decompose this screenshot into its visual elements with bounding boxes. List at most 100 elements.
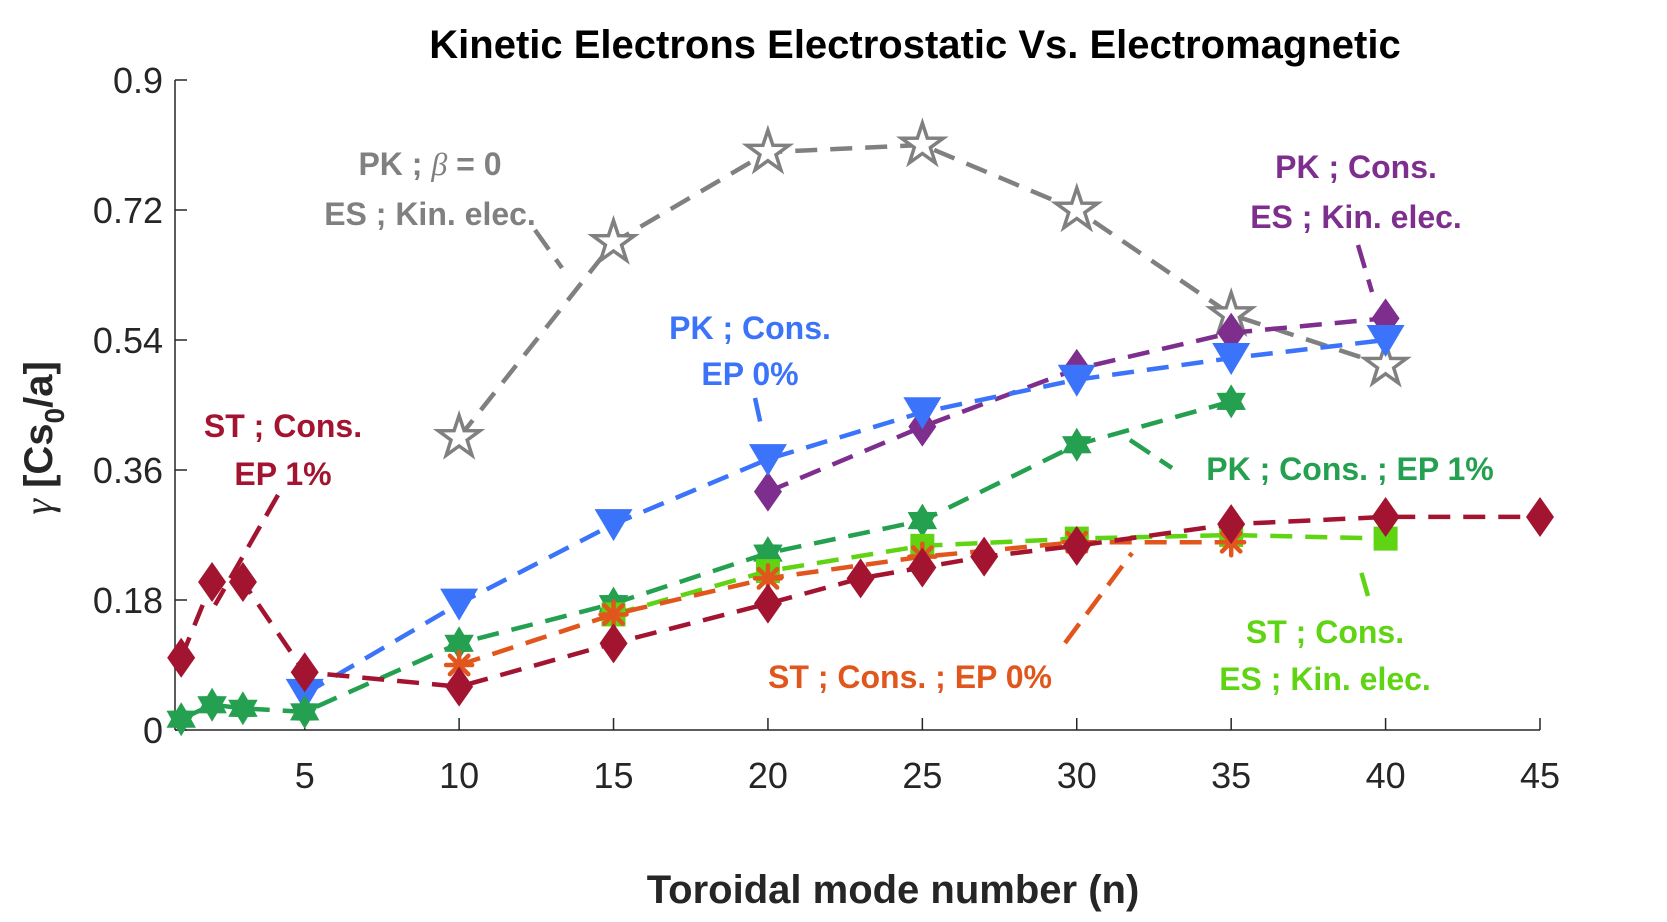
data-point: [1216, 384, 1246, 419]
x-tick-label: 15: [594, 755, 634, 796]
annotation-text: PK ; Cons.: [1275, 149, 1437, 185]
annotation-4: PK ; Cons. ; EP 1%: [1128, 438, 1494, 487]
data-point: [228, 561, 257, 602]
series-line: [457, 142, 1387, 439]
annotations: PK ; β = 0 ES ; Kin. elec. PK ; Cons. ES ; …: [204, 146, 1494, 697]
data-point: [167, 637, 196, 678]
data-point: [587, 214, 640, 265]
x-tick-label: 30: [1057, 755, 1097, 796]
x-tick-label: 45: [1520, 755, 1560, 796]
data-point: [444, 626, 474, 661]
annotation-leader: [1355, 244, 1375, 293]
data-point: [594, 509, 633, 542]
annotation-text: ST ; Cons. ; EP 0%: [768, 659, 1052, 695]
x-tick-label: 25: [902, 755, 942, 796]
x-tick-label: 20: [748, 755, 788, 796]
x-axis-label: Toroidal mode number (n): [647, 868, 1140, 912]
y-axis-label-main: [Cs: [17, 423, 61, 499]
data-point: [1359, 337, 1412, 388]
asterisk-stroke: [447, 653, 471, 677]
annotation-leader: [752, 397, 765, 431]
data-point: [1062, 427, 1092, 462]
data-point: [748, 444, 787, 477]
axes: 5 10 15 20 25 30 35 40 45 0 0.18 0.36 0.54 0.72 0.9: [93, 60, 1560, 796]
annotation-leader: [1357, 567, 1371, 597]
data-point: [166, 702, 196, 737]
data-point: [432, 409, 486, 460]
annotation-text: EP 0%: [701, 356, 798, 392]
data-point: [908, 547, 937, 588]
y-tick-label: 0.18: [93, 580, 163, 621]
data-point: [1050, 182, 1104, 233]
data-point: [1212, 343, 1251, 376]
annotation-leader: [1063, 551, 1134, 645]
annotation-leader: [533, 228, 564, 270]
data-point: [1526, 496, 1554, 537]
data-point: [197, 687, 227, 722]
data-point: [903, 397, 942, 430]
series-line: [180, 399, 1232, 722]
y-tick-label: 0.54: [93, 320, 163, 361]
x-tick-label: 10: [439, 755, 479, 796]
data-point: [228, 691, 258, 726]
asterisk-stroke: [756, 566, 780, 590]
annotation-text: ES ; Kin. elec.: [1219, 661, 1431, 697]
y-axis-label-suffix: /a]: [17, 361, 61, 408]
data-point: [846, 558, 875, 599]
series-layer: [166, 117, 1554, 737]
annotation-text: ST ; Cons.: [204, 408, 362, 444]
data-point: [290, 694, 320, 729]
data-point: [1217, 504, 1246, 545]
data-point: [896, 117, 949, 168]
series-line: [179, 514, 1540, 689]
y-axis-label: γ [Cs0/a]: [16, 361, 70, 515]
chart-title: Kinetic Electrons Electrostatic Vs. Elec…: [429, 23, 1400, 67]
annotation-0: PK ; β = 0 ES ; Kin. elec.: [324, 146, 564, 270]
annotation-text: ES ; Kin. elec.: [324, 196, 536, 232]
annotation-text: PK ; Cons. ; EP 1%: [1206, 451, 1493, 487]
y-tick-label: 0.9: [113, 60, 163, 101]
annotation-text: PK ; β = 0: [358, 146, 501, 182]
annotation-2: PK ; Cons. EP 0%: [669, 310, 831, 431]
data-point: [445, 666, 474, 707]
y-tick-label: 0: [143, 710, 163, 751]
annotation-text: PK ; Cons.: [669, 310, 831, 346]
data-point: [1217, 312, 1246, 353]
annotation-text: EP 1%: [234, 456, 331, 492]
data-point: [907, 503, 938, 538]
series-2: [285, 325, 1405, 711]
data-point: [599, 623, 628, 664]
annotation-leader: [1128, 438, 1174, 470]
series-3: [166, 384, 1246, 737]
data-point: [1062, 525, 1091, 566]
series-line: [303, 337, 1386, 696]
data-point: [440, 588, 479, 621]
x-tick-label: 40: [1366, 755, 1406, 796]
series-4: [601, 523, 1398, 627]
y-axis-label-subscript: 0: [39, 408, 70, 424]
series-line: [612, 532, 1386, 617]
asterisk-stroke: [602, 603, 625, 626]
series-0: [432, 117, 1412, 460]
data-point: [1366, 325, 1405, 357]
annotation-text: ES ; Kin. elec.: [1250, 199, 1462, 235]
data-point: [290, 652, 319, 693]
series-line: [458, 539, 1232, 668]
series-6: [167, 496, 1554, 707]
annotation-3: ST ; Cons. EP 1%: [204, 408, 362, 607]
data-point: [753, 471, 782, 512]
data-point: [753, 583, 782, 624]
series-5: [443, 526, 1247, 681]
x-tick-label: 5: [295, 755, 315, 796]
y-tick-label: 0.36: [93, 450, 163, 491]
data-point: [1057, 364, 1096, 397]
annotation-1: PK ; Cons. ES ; Kin. elec.: [1250, 149, 1462, 293]
annotation-6: ST ; Cons. ES ; Kin. elec.: [1219, 567, 1431, 697]
y-axis-label-gamma: γ: [16, 498, 61, 515]
annotation-leader: [213, 493, 280, 607]
x-tick-label: 35: [1211, 755, 1251, 796]
annotation-5: ST ; Cons. ; EP 0%: [768, 551, 1134, 695]
annotation-text: ST ; Cons.: [1246, 614, 1404, 650]
data-point: [1371, 496, 1400, 537]
